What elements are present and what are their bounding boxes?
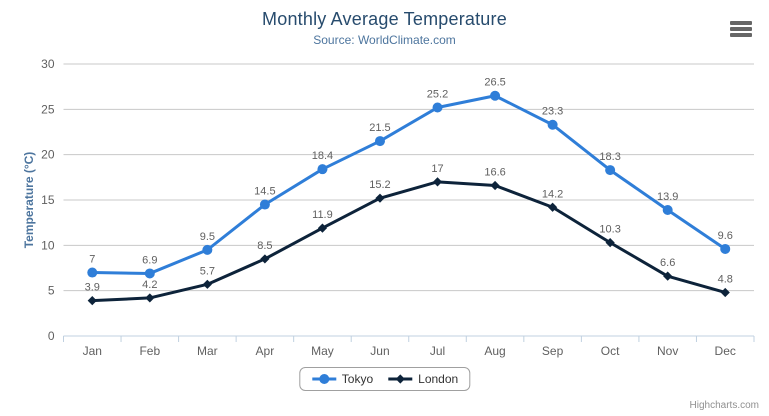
series-london: 3.9 4.2 5.7 8.5 11.9 15.2 17 16.6 14.2 10.3 6.6 4.8 — [85, 163, 733, 306]
data-point-tokyo[interactable] — [374, 136, 385, 147]
legend-marker-circle-icon — [311, 374, 336, 384]
y-axis-tick-label: 30 — [41, 57, 55, 71]
data-point-london[interactable] — [720, 287, 730, 298]
hamburger-icon — [730, 33, 752, 37]
x-axis-category-label: Aug — [484, 344, 505, 358]
legend: Tokyo London — [298, 367, 471, 391]
data-point-tokyo[interactable] — [317, 164, 328, 175]
data-point-tokyo[interactable] — [259, 199, 270, 210]
data-label-london: 11.9 — [312, 209, 333, 221]
highcharts-credit-link[interactable]: Highcharts.com — [689, 400, 759, 411]
x-axis-category-label: Dec — [715, 344, 736, 358]
data-label-london: 14.2 — [542, 188, 563, 200]
data-label-tokyo: 18.4 — [312, 150, 333, 162]
y-axis-title: Temperature (°C) — [22, 151, 36, 249]
hamburger-icon — [730, 21, 752, 25]
x-axis-category-label: Mar — [197, 344, 218, 358]
y-axis-tick-label: 20 — [41, 148, 55, 162]
x-axis-category-label: Feb — [139, 344, 160, 358]
y-axis-tick-label: 0 — [48, 329, 55, 343]
data-point-london[interactable] — [87, 296, 97, 306]
legend-label: Tokyo — [341, 372, 374, 386]
legend-label: London — [418, 372, 459, 386]
data-label-tokyo: 7 — [89, 254, 95, 266]
series-line-london[interactable] — [90, 180, 727, 303]
data-label-london: 4.2 — [142, 279, 157, 291]
x-axis-category-label: Jun — [370, 344, 389, 358]
data-label-london: 5.7 — [200, 265, 215, 277]
data-label-tokyo: 14.5 — [254, 186, 275, 198]
data-point-tokyo[interactable] — [662, 204, 673, 215]
series-tokyo: 7 6.9 9.5 14.5 18.4 21.5 25.2 26.5 23.3 18.3 13.9 9… — [87, 77, 733, 279]
data-point-london[interactable] — [548, 202, 558, 212]
x-axis-category-label: Oct — [601, 344, 620, 358]
data-point-tokyo[interactable] — [87, 267, 98, 278]
x-axis-category-label: Sep — [542, 344, 564, 358]
data-label-tokyo: 23.3 — [542, 106, 563, 118]
data-point-london[interactable] — [490, 180, 500, 191]
y-axis-tick-label: 25 — [41, 102, 55, 116]
data-point-london[interactable] — [317, 223, 328, 233]
data-label-london: 16.6 — [484, 166, 505, 178]
data-label-tokyo: 21.5 — [369, 122, 390, 134]
data-point-london[interactable] — [605, 238, 615, 248]
data-label-tokyo: 9.5 — [200, 231, 215, 243]
data-label-london: 17 — [431, 163, 443, 175]
data-point-tokyo[interactable] — [720, 243, 731, 254]
data-label-london: 3.9 — [85, 282, 100, 294]
data-point-tokyo[interactable] — [202, 244, 213, 255]
data-point-london[interactable] — [202, 279, 212, 289]
data-label-tokyo: 13.9 — [657, 191, 678, 203]
x-axis-category-label: Apr — [256, 344, 275, 358]
data-point-tokyo[interactable] — [432, 102, 443, 113]
data-label-tokyo: 9.6 — [718, 230, 733, 242]
y-axis-tick-label: 5 — [48, 284, 55, 298]
hamburger-icon — [730, 27, 752, 31]
x-axis-category-label: May — [311, 344, 334, 358]
data-point-london[interactable] — [432, 177, 443, 187]
x-axis-category-label: Jan — [83, 344, 102, 358]
y-axis-tick-label: 10 — [41, 238, 55, 252]
legend-item-tokyo[interactable]: Tokyo — [311, 372, 373, 386]
legend-marker-diamond-icon — [388, 374, 413, 384]
data-label-london: 6.6 — [660, 257, 675, 269]
data-point-tokyo[interactable] — [547, 119, 558, 130]
export-menu-button[interactable] — [730, 21, 752, 39]
data-label-london: 4.8 — [718, 273, 733, 285]
data-label-tokyo: 18.3 — [599, 151, 620, 163]
x-axis-category-label: Jul — [430, 344, 445, 358]
data-label-london: 8.5 — [257, 240, 272, 252]
data-point-london[interactable] — [145, 293, 155, 303]
data-point-london[interactable] — [375, 193, 385, 203]
data-point-tokyo[interactable] — [144, 268, 155, 279]
chart-title: Monthly Average Temperature — [262, 9, 507, 29]
data-label-tokyo: 6.9 — [142, 254, 157, 266]
legend-item-london[interactable]: London — [387, 372, 458, 386]
series-line-tokyo[interactable] — [90, 94, 727, 275]
data-label-tokyo: 25.2 — [427, 89, 448, 101]
data-point-tokyo[interactable] — [605, 165, 616, 176]
data-label-london: 10.3 — [599, 224, 620, 236]
data-point-london[interactable] — [260, 254, 270, 264]
x-axis-category-label: Nov — [657, 344, 678, 358]
data-point-london[interactable] — [663, 271, 673, 281]
data-label-london: 15.2 — [369, 179, 390, 191]
y-axis-tick-label: 15 — [41, 193, 55, 207]
chart-subtitle: Source: WorldClimate.com — [313, 33, 456, 47]
data-label-tokyo: 26.5 — [484, 77, 505, 89]
data-point-tokyo[interactable] — [490, 90, 501, 101]
